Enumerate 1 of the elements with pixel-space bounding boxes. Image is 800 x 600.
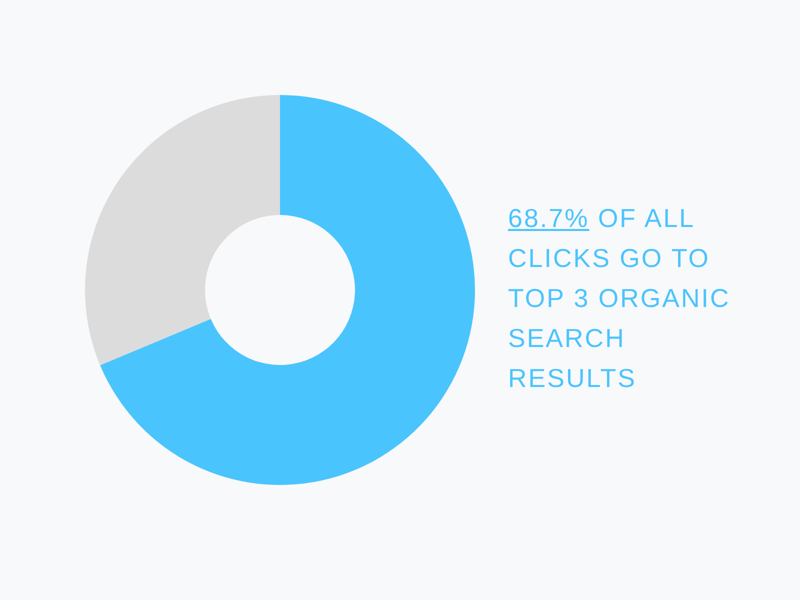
text: 68.7% OF ALL CLICKS GO TO TOP 3 ORGANIC SEARCH RESULTS xyxy=(508,202,732,395)
